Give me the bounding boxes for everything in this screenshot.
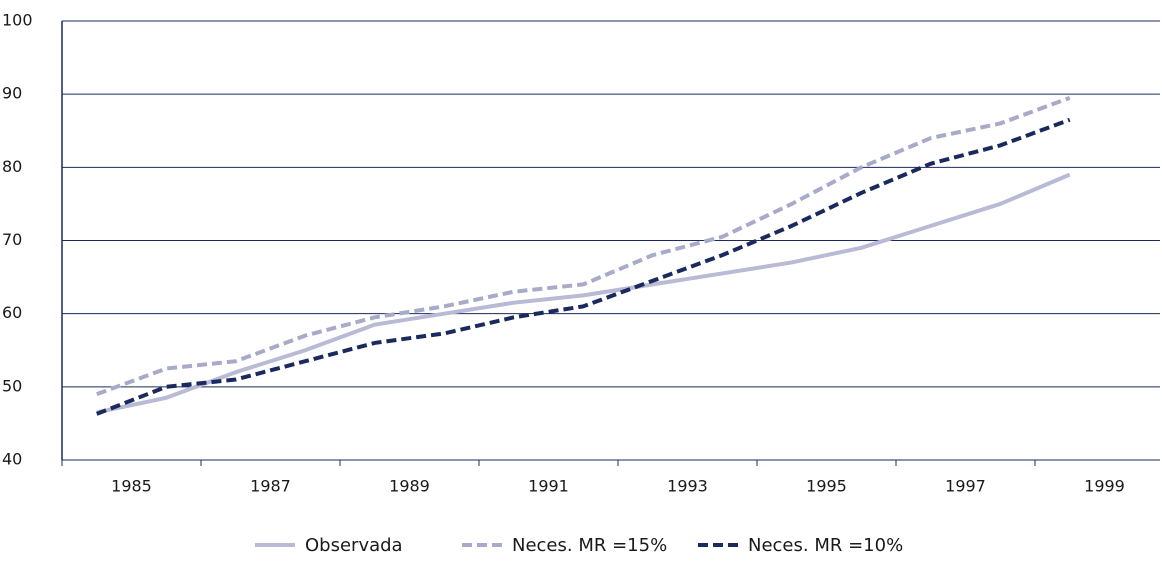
y-tick-label: 50 xyxy=(2,376,22,395)
legend-label: Neces. MR =10% xyxy=(748,535,903,556)
y-tick-label: 60 xyxy=(2,303,22,322)
line-series xyxy=(96,117,1071,416)
x-tick-label: 1999 xyxy=(1084,477,1125,496)
x-tick-label: 1993 xyxy=(667,477,708,496)
line-series xyxy=(96,172,1071,415)
legend-label: Neces. MR =15% xyxy=(512,535,667,556)
legend-label: Observada xyxy=(305,535,403,556)
x-tick-label: 1995 xyxy=(806,477,847,496)
x-tick-label: 1991 xyxy=(528,477,569,496)
line-series xyxy=(96,95,1071,397)
x-tick-label: 1987 xyxy=(250,477,291,496)
y-tick-label: 70 xyxy=(2,230,22,249)
x-tick-label: 1989 xyxy=(389,477,430,496)
y-tick-label: 100 xyxy=(2,11,33,30)
x-tick-label: 1997 xyxy=(945,477,986,496)
y-tick-label: 40 xyxy=(2,450,22,469)
y-tick-label: 80 xyxy=(2,157,22,176)
y-tick-label: 90 xyxy=(2,84,22,103)
x-tick-label: 1985 xyxy=(111,477,152,496)
